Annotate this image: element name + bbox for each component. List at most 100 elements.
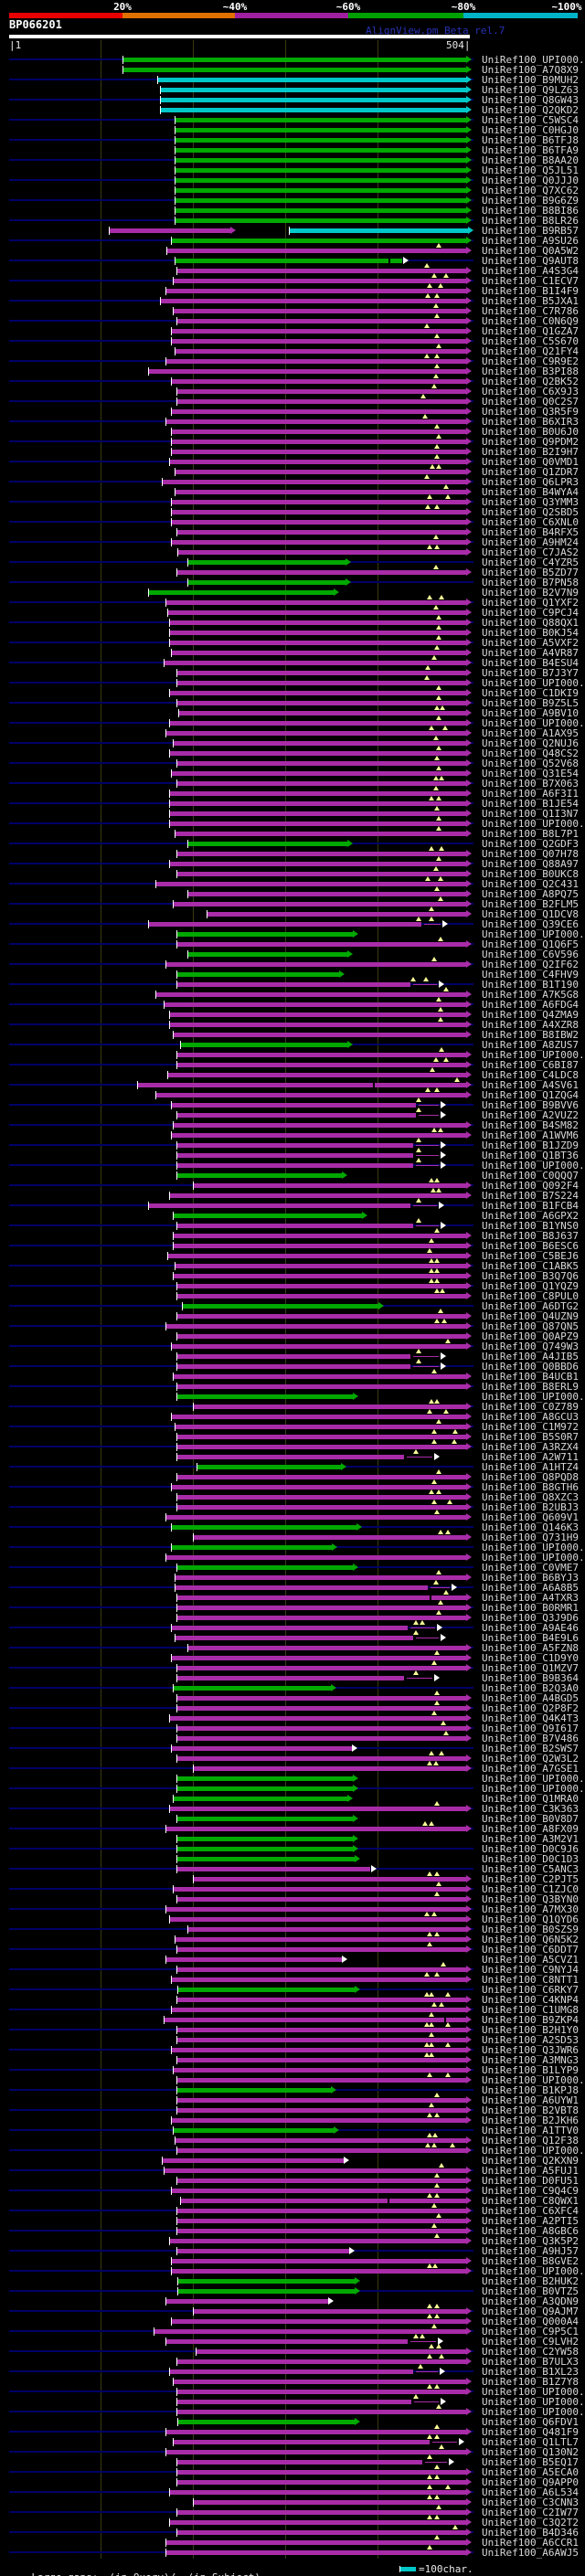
bar-arrow[interactable] xyxy=(466,1976,472,1983)
alignment-bar[interactable] xyxy=(174,1686,331,1691)
bar-arrow[interactable] xyxy=(466,679,472,686)
bar-arrow[interactable] xyxy=(466,1413,472,1420)
bar-arrow[interactable] xyxy=(466,287,472,294)
hit-label[interactable]: UniRef100_Q39CE6 xyxy=(482,918,579,930)
alignment-bar[interactable] xyxy=(177,1445,466,1449)
bar-arrow[interactable] xyxy=(466,1483,472,1490)
alignment-bar[interactable] xyxy=(177,2028,466,2032)
bar-arrow[interactable] xyxy=(466,2056,472,2063)
alignment-bar[interactable] xyxy=(177,1676,404,1680)
hit-label[interactable]: UniRef100_Q1ZQG4 xyxy=(482,1089,579,1101)
alignment-bar[interactable] xyxy=(181,1043,347,1047)
bar-arrow[interactable] xyxy=(230,227,236,234)
bar-arrow[interactable] xyxy=(466,2508,472,2516)
bar-arrow[interactable] xyxy=(466,1724,472,1732)
alignment-bar[interactable] xyxy=(172,2118,466,2123)
hit-label[interactable]: UniRef100_Q3JWR6 xyxy=(482,2044,579,2056)
bar-arrow[interactable] xyxy=(466,1805,472,1812)
hit-label[interactable]: UniRef100_B9Z5L5 xyxy=(482,697,579,709)
bar-arrow[interactable] xyxy=(466,478,472,485)
alignment-bar[interactable] xyxy=(172,339,466,344)
bar-arrow[interactable] xyxy=(466,1282,472,1289)
bar-arrow[interactable] xyxy=(353,1815,358,1822)
bar-arrow[interactable] xyxy=(466,1754,472,1762)
bar-arrow[interactable] xyxy=(434,1674,440,1681)
alignment-bar[interactable] xyxy=(166,289,466,293)
bar-arrow[interactable] xyxy=(466,880,472,887)
bar-arrow[interactable] xyxy=(466,146,472,154)
hit-label[interactable]: UniRef100_B4UCB1 xyxy=(482,1371,579,1383)
bar-arrow[interactable] xyxy=(466,1925,472,1933)
alignment-bar[interactable] xyxy=(194,1766,466,1771)
hit-label[interactable]: UniRef100_B1XL23 xyxy=(482,2366,579,2378)
bar-arrow[interactable] xyxy=(466,2498,472,2506)
alignment-bar[interactable] xyxy=(166,2540,466,2545)
bar-arrow[interactable] xyxy=(466,1574,472,1581)
hit-label[interactable]: UniRef100_Q9AUT8 xyxy=(482,255,579,267)
bar-arrow[interactable] xyxy=(441,1161,446,1169)
hit-label[interactable]: UniRef100_A1TTV0 xyxy=(482,2125,579,2136)
alignment-bar[interactable] xyxy=(176,1425,466,1429)
bar-arrow[interactable] xyxy=(466,2327,472,2335)
hit-label[interactable]: UniRef100_B0SZS9 xyxy=(482,1924,579,1935)
alignment-bar[interactable] xyxy=(174,1274,466,1278)
alignment-bar[interactable] xyxy=(188,892,466,896)
hit-label[interactable]: UniRef100_C2PJT5 xyxy=(482,1873,579,1885)
bar-arrow[interactable] xyxy=(466,1915,472,1923)
alignment-bar[interactable] xyxy=(178,2289,355,2294)
alignment-bar[interactable] xyxy=(177,1053,466,1057)
bar-arrow[interactable] xyxy=(466,458,472,465)
alignment-bar[interactable] xyxy=(183,1304,378,1309)
bar-arrow[interactable] xyxy=(466,347,472,355)
bar-arrow[interactable] xyxy=(466,850,472,857)
bar-arrow[interactable] xyxy=(466,1423,472,1430)
alignment-bar[interactable] xyxy=(177,972,339,977)
bar-arrow[interactable] xyxy=(466,790,472,797)
bar-arrow[interactable] xyxy=(466,2478,472,2486)
hit-label[interactable]: UniRef100_B7X063 xyxy=(482,778,579,790)
alignment-bar[interactable] xyxy=(177,2510,466,2515)
bar-arrow[interactable] xyxy=(466,1654,472,1661)
hit-label[interactable]: UniRef100_A3QDN9 xyxy=(482,2295,579,2307)
alignment-bar[interactable] xyxy=(174,2068,466,2072)
bar-arrow[interactable] xyxy=(466,418,472,425)
hit-label[interactable]: UniRef100_Q1YQZ9 xyxy=(482,1280,579,1292)
bar-arrow[interactable] xyxy=(466,518,472,525)
alignment-bar[interactable] xyxy=(177,781,466,786)
hit-label[interactable]: UniRef100_A9BV10 xyxy=(482,707,579,719)
bar-arrow[interactable] xyxy=(466,2177,472,2184)
bar-arrow[interactable] xyxy=(466,267,472,274)
bar-arrow[interactable] xyxy=(439,1202,444,1209)
bar-arrow[interactable] xyxy=(339,970,345,978)
alignment-bar[interactable] xyxy=(177,1837,353,1841)
hit-label[interactable]: UniRef100_D0C9J6 xyxy=(482,1843,579,1855)
hit-label[interactable]: UniRef100_B7ULX3 xyxy=(482,2356,579,2368)
bar-arrow[interactable] xyxy=(346,558,351,566)
bar-arrow[interactable] xyxy=(378,1302,384,1309)
alignment-bar[interactable] xyxy=(166,2299,328,2304)
alignment-bar[interactable] xyxy=(178,2420,355,2424)
alignment-bar[interactable] xyxy=(177,2249,349,2253)
alignment-bar[interactable] xyxy=(194,1535,466,1540)
hit-label[interactable]: UniRef100_A6FDG4 xyxy=(482,999,579,1011)
alignment-bar[interactable] xyxy=(168,1254,466,1258)
hit-label[interactable]: UniRef100_A6DTG2 xyxy=(482,1300,579,1312)
hit-label[interactable]: UniRef100_UPI000.. xyxy=(482,2074,585,2086)
alignment-bar[interactable] xyxy=(172,2008,466,2012)
hit-label[interactable]: UniRef100_A7K5G8 xyxy=(482,989,579,1001)
hit-label[interactable]: UniRef100_C0QQQ7 xyxy=(482,1170,579,1182)
alignment-bar[interactable] xyxy=(176,1937,466,1942)
bar-arrow[interactable] xyxy=(331,2086,336,2094)
bar-arrow[interactable] xyxy=(466,1272,472,1279)
hit-label[interactable]: UniRef100_C4LDC8 xyxy=(482,1069,579,1081)
alignment-bar[interactable] xyxy=(166,1515,466,1520)
bar-arrow[interactable] xyxy=(466,2237,472,2244)
alignment-bar[interactable] xyxy=(172,771,466,776)
hit-label[interactable]: UniRef100_Q21FY4 xyxy=(482,345,579,357)
bar-arrow[interactable] xyxy=(466,498,472,505)
bar-arrow[interactable] xyxy=(466,1875,472,1882)
hit-label[interactable]: UniRef100_B4D346 xyxy=(482,2527,579,2539)
alignment-bar[interactable] xyxy=(149,1203,410,1208)
bar-arrow[interactable] xyxy=(355,2277,360,2284)
alignment-bar[interactable] xyxy=(166,2430,466,2434)
